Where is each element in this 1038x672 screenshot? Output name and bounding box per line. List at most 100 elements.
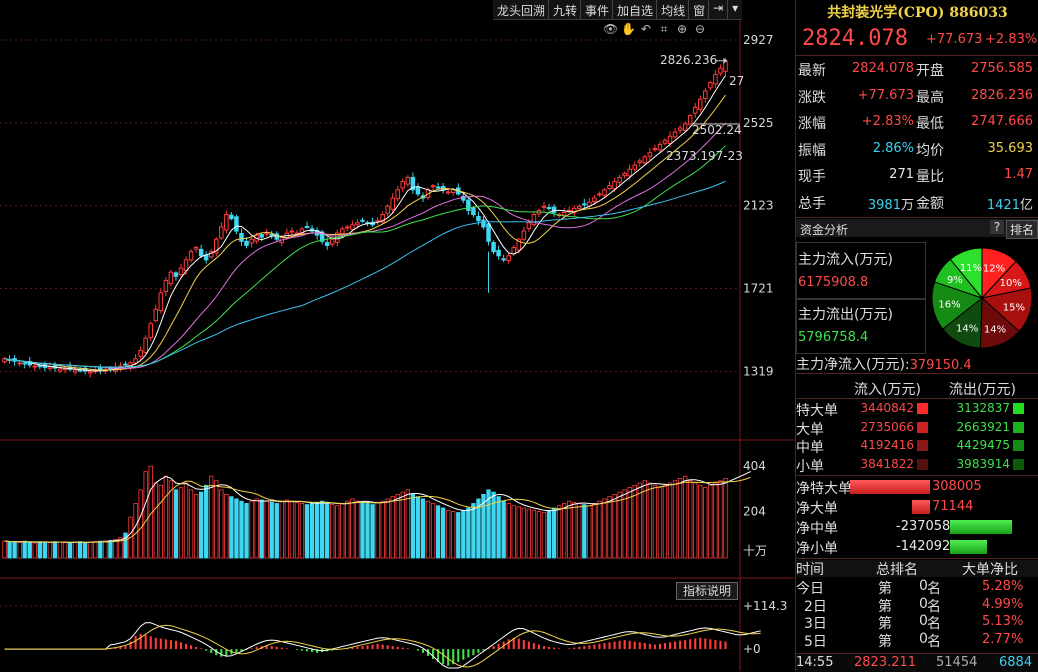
- quote-row: 总手 3981万 金额 1421亿: [796, 190, 1038, 216]
- toolbar-events[interactable]: 事件: [581, 0, 614, 19]
- rank-ming: 名: [927, 633, 941, 650]
- volume-bar: [284, 499, 290, 559]
- net-inflow-value: 379150.4: [909, 358, 972, 373]
- rank-number: 0: [919, 595, 928, 612]
- hand-icon[interactable]: ✋: [621, 22, 636, 36]
- rank-time: 5日: [804, 633, 827, 650]
- volume-bar: [355, 500, 360, 559]
- flow-out-value: 2663921: [956, 419, 1010, 434]
- rank-di: 第: [878, 616, 892, 632]
- rank-number: 0: [919, 630, 928, 647]
- chart-area[interactable]: 2927 2525 2123 1721 1319 2826.236 27 2502.24 237…: [0, 0, 795, 671]
- volume-bar: [698, 484, 703, 559]
- volume-bar: [693, 482, 698, 559]
- zoom-out-icon[interactable]: ⊖: [694, 22, 706, 36]
- volume-bar: [168, 480, 174, 559]
- volume-bar: [531, 509, 537, 559]
- volume-bar: [118, 537, 123, 559]
- divider: [796, 55, 1038, 56]
- rank-number: 0: [919, 613, 928, 629]
- quote-value: 2826.236: [970, 87, 1033, 103]
- candle-body: [143, 337, 148, 353]
- rank-ming: 名: [927, 616, 941, 632]
- eye-icon[interactable]: 👁: [603, 22, 619, 36]
- quote-label: 涨幅: [798, 116, 826, 132]
- indicator-help-button[interactable]: 指标说明: [676, 582, 738, 600]
- flow-in-swatch: [917, 421, 928, 433]
- pie-label: 14%: [956, 323, 978, 334]
- candle-body: [703, 90, 708, 100]
- zoom-in-icon[interactable]: ⊕: [676, 22, 688, 36]
- ma-tag: 2373.197-23: [666, 149, 743, 163]
- net-flow-label: 净特大单: [796, 481, 852, 497]
- volume-bar: [622, 489, 627, 559]
- volume-bar: [415, 496, 421, 559]
- undo-icon[interactable]: ↶: [640, 22, 652, 36]
- kline-chart[interactable]: 2927 2525 2123 1721 1319 2826.236 27 2502.24 237…: [0, 0, 795, 671]
- flow-in-swatch: [917, 458, 928, 470]
- candle-body: [491, 242, 496, 253]
- tick-volume: 51454: [936, 655, 978, 670]
- volume-bar: [647, 482, 653, 559]
- help-icon[interactable]: ?: [990, 220, 1004, 234]
- candle-body: [471, 207, 476, 216]
- candle-body: [521, 230, 527, 240]
- candle-body: [430, 185, 436, 188]
- volume-bar: [360, 501, 365, 559]
- chevron-down-icon[interactable]: ▾: [732, 1, 739, 15]
- volume-bar: [239, 500, 244, 559]
- candle-body: [592, 197, 597, 203]
- volume-bar: [340, 503, 345, 559]
- ma60-line: [4, 180, 726, 368]
- price-axis-label: 2123: [743, 199, 774, 213]
- candle-body: [698, 98, 703, 110]
- volume-bar: [42, 541, 48, 559]
- quote-value: 2824.078: [851, 61, 914, 76]
- net-flow-bar: [950, 540, 987, 554]
- volume-bar: [491, 491, 496, 559]
- candle-body: [319, 231, 325, 242]
- candle-body: [133, 358, 138, 364]
- candle-body: [249, 238, 254, 244]
- rank-button[interactable]: 排名: [1006, 220, 1038, 239]
- toolbar-add-watchlist[interactable]: 加自选: [613, 0, 658, 19]
- candle-body: [178, 267, 184, 276]
- volume-bar: [274, 503, 279, 559]
- quote-value: 3981万: [867, 197, 914, 213]
- net-flow-row: 净特大单 308005: [796, 477, 1038, 497]
- volume-bar: [319, 500, 325, 559]
- toolbar-dragon-backtrack[interactable]: 龙头回溯: [493, 0, 550, 19]
- toolbar-ma[interactable]: 均线: [657, 0, 690, 19]
- rank-row: 今日 第 0 名 5.28%: [796, 578, 1038, 597]
- pie-label: 15%: [1003, 303, 1025, 314]
- volume-bar: [350, 498, 355, 559]
- volume-bar: [657, 487, 663, 559]
- volume-bar: [486, 489, 491, 559]
- volume-bar: [229, 496, 234, 559]
- volume-axis-label: 204: [743, 505, 766, 519]
- toolbar-window[interactable]: 窗: [689, 0, 710, 19]
- candle-body: [531, 214, 537, 226]
- candle-body: [526, 222, 532, 230]
- flow-row: 大单 2735066 2663921: [796, 419, 1038, 438]
- candle-body: [395, 189, 401, 200]
- crop-icon[interactable]: ⌗: [660, 22, 668, 36]
- net-flow-bar: [850, 480, 930, 494]
- price-change: +77.673: [926, 32, 983, 47]
- price-axis-label: 1721: [743, 282, 774, 296]
- net-inflow-row: 主力净流入(万元):379150.4: [796, 354, 1038, 374]
- volume-bar: [12, 541, 17, 559]
- pin-arrow-icon[interactable]: ⇥: [709, 0, 729, 19]
- net-flow-row: 净小单 -142092: [796, 537, 1038, 557]
- fund-analysis-title: 资金分析: [800, 223, 849, 237]
- candle-body: [466, 199, 471, 211]
- candle-body: [481, 219, 486, 228]
- net-inflow-label: 主力净流入(万元):: [796, 357, 910, 373]
- volume-bar: [269, 501, 274, 559]
- volume-bar: [173, 489, 179, 559]
- volume-bar: [526, 508, 532, 559]
- volume-bar: [582, 504, 587, 559]
- candle-body: [617, 176, 622, 183]
- toolbar-nine-turns[interactable]: 九转: [549, 0, 582, 19]
- quote-value: 35.693: [987, 140, 1034, 156]
